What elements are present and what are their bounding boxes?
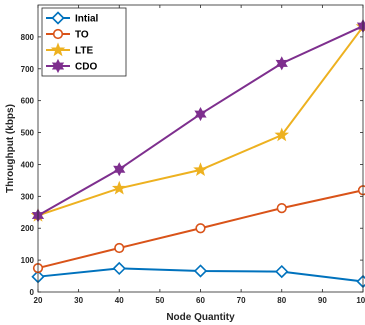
x-tick-label: 60 xyxy=(196,296,205,305)
axes-layer: 20 30 40 50 60 70 80 90 100 0 100 200 300 400 500 600 70… xyxy=(21,4,365,305)
y-tick-label: 500 xyxy=(21,129,35,138)
x-tick-label: 30 xyxy=(74,296,83,305)
legend-marker-to xyxy=(52,28,64,40)
series-intial xyxy=(31,261,365,289)
series-cdo-point xyxy=(194,106,207,122)
series-cdo-point xyxy=(275,56,288,71)
series-to-point xyxy=(195,223,206,234)
series-to-point xyxy=(114,242,125,254)
y-tick-label: 200 xyxy=(21,224,35,233)
legend-label-to: TO xyxy=(75,30,89,41)
series-to-point xyxy=(276,203,287,214)
series-intial-point xyxy=(193,264,208,278)
y-tick-label: 700 xyxy=(21,65,35,74)
x-tick-label: 100 xyxy=(356,296,365,305)
y-tick-label: 0 xyxy=(30,288,35,297)
legend-entry-lte: LTE xyxy=(46,42,93,57)
y-tick-label: 600 xyxy=(21,97,35,106)
y-tick-label: 300 xyxy=(21,192,35,201)
series-lte-point xyxy=(274,127,290,142)
y-tick-label: 800 xyxy=(21,33,35,42)
series-cdo-point xyxy=(113,162,126,177)
series-intial-point xyxy=(275,264,289,279)
y-tick-label: 400 xyxy=(21,160,35,169)
x-tick-label: 80 xyxy=(277,296,286,305)
legend-marker-lte xyxy=(50,42,66,57)
x-tick-label: 70 xyxy=(237,296,246,305)
y-axis-title: Throughput (kbps) xyxy=(5,104,16,193)
legend-entry-cdo: CDO xyxy=(46,58,97,74)
legend-marker-cdo xyxy=(51,58,65,74)
x-tick-label: 50 xyxy=(155,296,164,305)
legend-entry-to: TO xyxy=(46,28,89,41)
legend-marker-intial xyxy=(51,11,65,25)
x-tick-label: 20 xyxy=(34,296,43,305)
series-lte-point xyxy=(111,180,127,195)
x-tick-label: 90 xyxy=(318,296,327,305)
series-to-point xyxy=(357,185,365,196)
x-axis-title: Node Quantity xyxy=(166,312,235,323)
series-lte-point xyxy=(193,162,208,177)
legend-label-intial: Intial xyxy=(75,14,99,25)
legend-label-cdo: CDO xyxy=(75,62,97,73)
y-tick-label: 100 xyxy=(21,256,35,265)
legend: Intial TO LTE CDO xyxy=(41,7,127,77)
legend-entry-intial: Intial xyxy=(46,11,99,25)
legend-label-lte: LTE xyxy=(75,46,93,57)
series-intial-point xyxy=(112,261,126,276)
x-tick-label: 40 xyxy=(115,296,124,305)
